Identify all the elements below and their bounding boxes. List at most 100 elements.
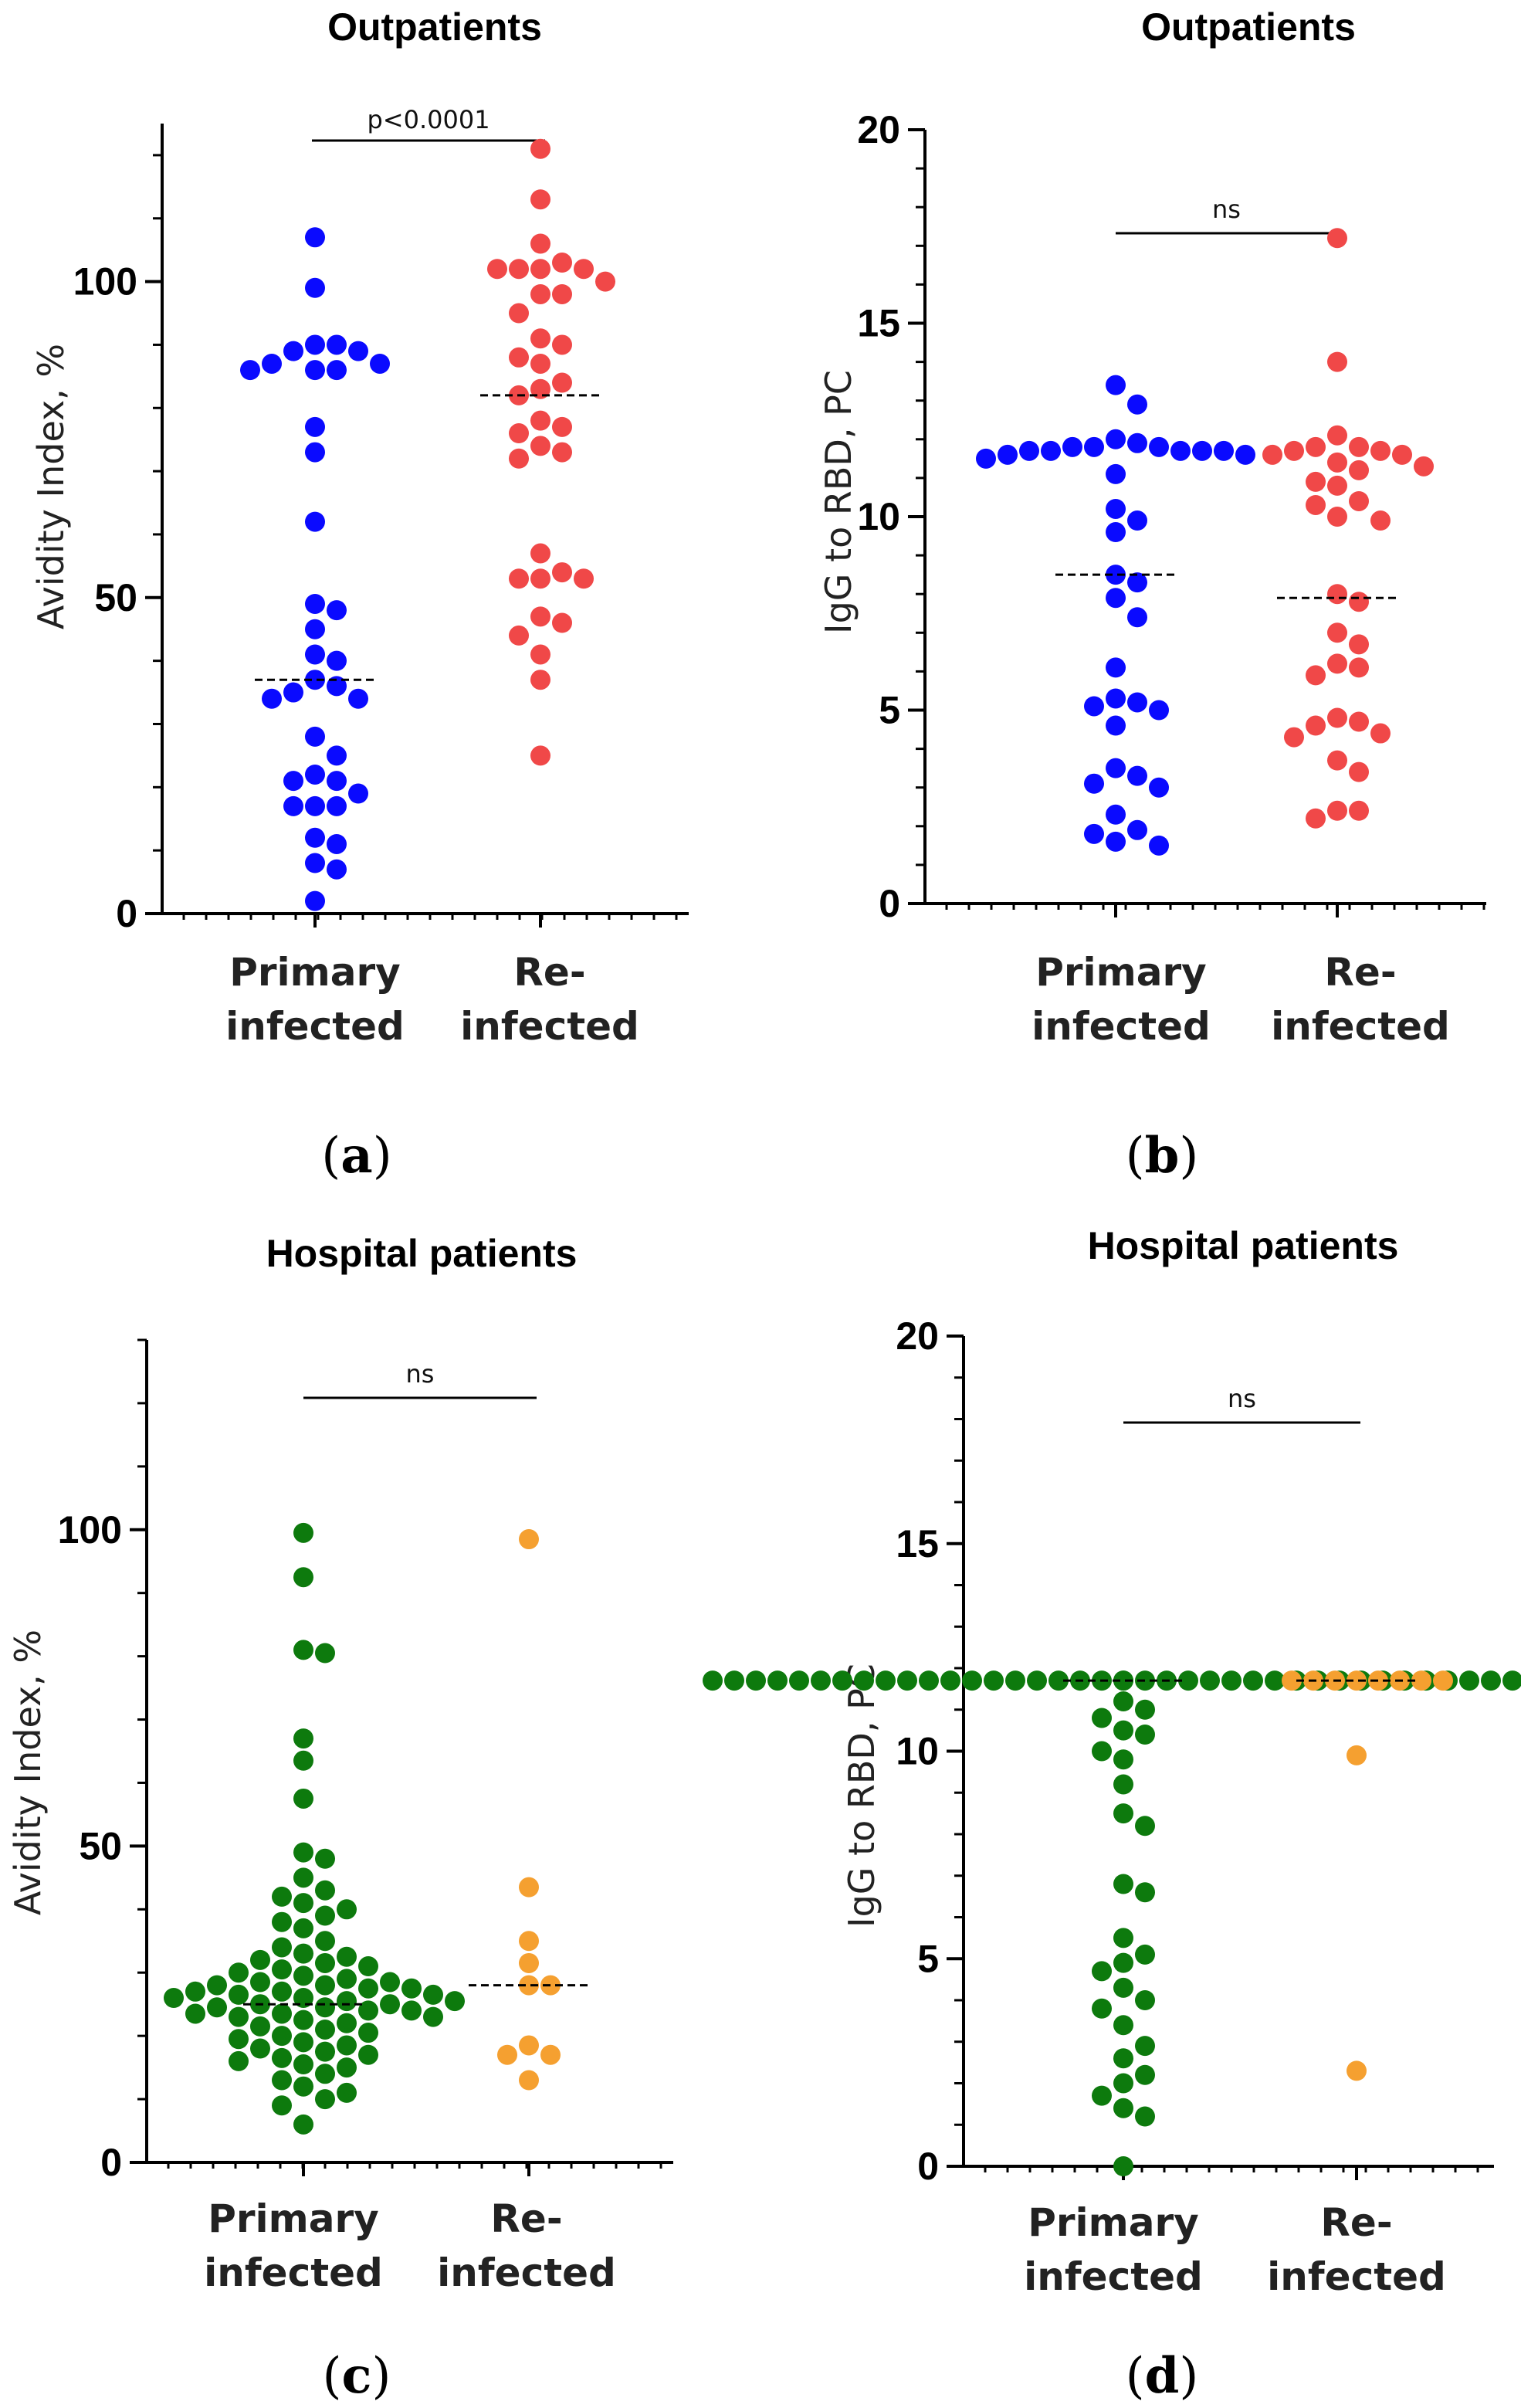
data-point (1113, 1749, 1133, 1770)
data-point (1113, 1774, 1133, 1795)
data-point (1113, 2098, 1133, 2118)
chart-title: Outpatients (327, 5, 542, 49)
data-point (272, 1911, 292, 1932)
data-point (1327, 452, 1347, 473)
data-point (530, 436, 550, 456)
data-point (305, 764, 325, 785)
data-point (401, 2000, 422, 2021)
data-point (897, 1670, 917, 1691)
data-point (509, 423, 529, 444)
data-point (530, 606, 550, 627)
significance-label: ns (406, 1359, 435, 1389)
data-point (1084, 696, 1104, 717)
data-point (1200, 1670, 1220, 1691)
data-point (1192, 440, 1212, 461)
data-point (497, 2044, 517, 2065)
y-tick-label: 50 (79, 1824, 122, 1867)
data-point (229, 2006, 249, 2027)
data-point (1084, 436, 1104, 457)
data-point (519, 1877, 539, 1898)
data-point (1306, 715, 1326, 736)
data-point (1178, 1670, 1198, 1691)
x-category-label: Primary (1028, 2200, 1199, 2245)
x-category-label: infected (204, 2250, 383, 2295)
data-point (530, 410, 550, 431)
data-point (1349, 657, 1369, 678)
data-point (229, 2029, 249, 2050)
data-point (305, 442, 325, 463)
data-point (272, 2047, 292, 2068)
y-tick-label: 0 (917, 2145, 939, 2188)
data-point (337, 1991, 357, 2012)
data-point (327, 795, 347, 816)
data-point (283, 682, 303, 703)
data-point (272, 1886, 292, 1907)
data-point (315, 1848, 335, 1869)
data-point (530, 138, 550, 159)
data-point (811, 1670, 831, 1691)
data-point (1327, 800, 1347, 821)
data-point (1306, 436, 1326, 457)
data-point (789, 1670, 809, 1691)
data-point (272, 2070, 292, 2091)
data-point (1019, 440, 1039, 461)
data-point (552, 562, 572, 583)
data-point (962, 1670, 982, 1691)
x-category-label: infected (460, 1004, 639, 1049)
y-tick-label: 100 (73, 260, 137, 304)
data-point (1092, 1708, 1112, 1728)
data-point (293, 2114, 313, 2135)
data-point (1459, 1670, 1479, 1691)
data-point (337, 1969, 357, 1989)
data-point (327, 650, 347, 671)
x-category-label: Primary (1035, 950, 1207, 995)
data-point (519, 2035, 539, 2056)
data-point (509, 259, 529, 280)
data-point (1113, 1691, 1133, 1711)
data-point (1135, 1944, 1155, 1965)
data-point (1113, 1928, 1133, 1948)
data-point (1135, 1725, 1155, 1745)
data-point (746, 1670, 766, 1691)
data-point (283, 771, 303, 792)
data-point (315, 2064, 335, 2084)
y-axis-label: Avidity Index, % (30, 344, 72, 629)
data-point (293, 1567, 313, 1588)
data-point (1135, 1699, 1155, 1720)
x-category-label: Re- (490, 2196, 562, 2241)
data-point (1106, 588, 1126, 609)
data-point (337, 2057, 357, 2078)
data-point (305, 795, 325, 816)
data-point (1306, 494, 1326, 515)
data-point (293, 1522, 313, 1543)
data-point (272, 1937, 292, 1958)
data-point (1106, 463, 1126, 484)
data-point (552, 283, 572, 304)
data-point (509, 303, 529, 324)
data-point (519, 2070, 539, 2091)
data-point (293, 2032, 313, 2053)
data-point (1041, 440, 1061, 461)
data-point (1327, 622, 1347, 643)
data-point (305, 334, 325, 355)
y-tick-label: 15 (857, 302, 900, 345)
data-point (1113, 1952, 1133, 1973)
data-point (1284, 727, 1304, 748)
panel-b: Outpatients 0 5 10 15 20 IgG to RBD, PC Primary… (818, 5, 1486, 1185)
y-tick-label: 0 (116, 892, 137, 935)
data-point (240, 360, 260, 381)
data-point (530, 189, 550, 210)
data-point (1481, 1670, 1501, 1691)
data-point (1135, 2064, 1155, 2085)
data-point (207, 1975, 227, 1996)
data-point (305, 644, 325, 665)
data-point (272, 2095, 292, 2116)
data-point (445, 1991, 465, 2012)
data-point (552, 416, 572, 437)
data-point (530, 543, 550, 564)
y-tick-label: 10 (857, 495, 900, 538)
data-point (509, 568, 529, 589)
data-point (1106, 429, 1126, 449)
significance-label: p<0.0001 (367, 105, 489, 134)
